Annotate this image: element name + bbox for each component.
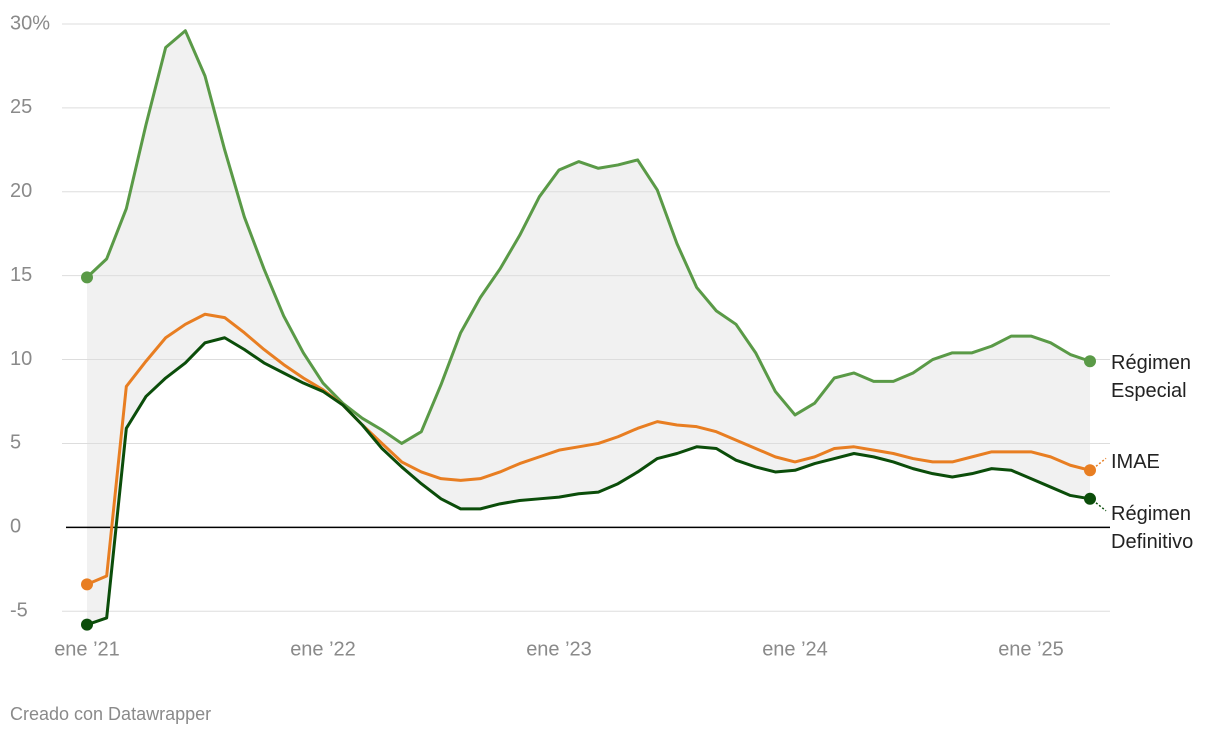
x-tick-label: ene ’21 [54,638,120,660]
x-tick-label: ene ’23 [526,638,592,660]
end-dot [81,618,93,631]
series-label: IMAE [1111,451,1160,474]
y-tick-label: 5 [10,432,21,454]
y-tick-label: -5 [10,600,28,622]
series-line [86,336,1091,627]
end-dot [81,271,93,284]
leader-line [1095,502,1107,512]
end-dot [1084,464,1096,477]
leader-line [1095,457,1107,467]
end-dot [81,578,93,591]
x-tick-label: ene ’25 [998,638,1064,660]
range-band [87,30,1090,625]
x-tick-label: ene ’22 [290,638,356,660]
series-label: Régimen Especial [1111,352,1192,403]
y-tick-label: 30% [10,12,50,34]
y-tick-label: 15 [10,264,32,286]
y-tick-label: 20 [10,180,32,202]
end-dot [1084,355,1096,368]
y-tick-label: 0 [10,516,21,538]
end-dot [1084,492,1096,505]
y-tick-label: 10 [10,348,32,370]
series-label: Régimen Definitivo [1111,502,1194,553]
series-line [86,312,1091,586]
source: Creado con Datawrapper [10,704,212,724]
series-line [85,29,1091,445]
y-tick-label: 25 [10,96,32,118]
x-tick-label: ene ’24 [762,638,828,660]
